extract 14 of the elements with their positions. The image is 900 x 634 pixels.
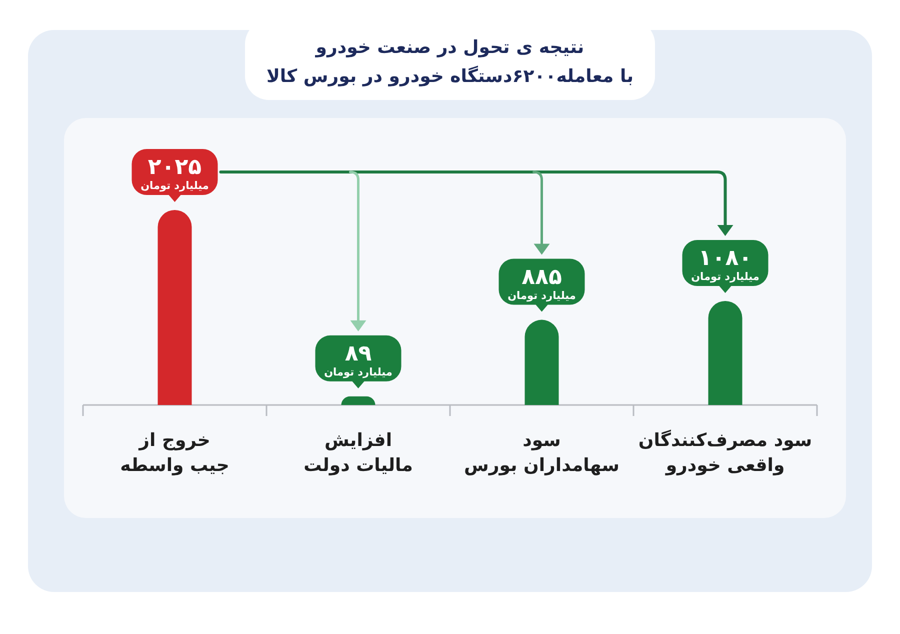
category-label: سود مصرف‌کنندگان واقعی خودرو: [638, 430, 812, 476]
category-label: خروج از جیب واسطه: [120, 430, 230, 476]
category-label: افزایش مالیات دولت: [304, 430, 413, 476]
value-label: ۸۸۵: [522, 264, 562, 290]
value-label-unit: میلیارد تومان: [140, 180, 209, 192]
value-label-unit: میلیارد تومان: [324, 366, 392, 378]
value-label-unit: میلیارد تومان: [691, 271, 760, 283]
category-label: سود سهامداران بورس: [464, 430, 620, 476]
value-label: ۲۰۲۵: [148, 155, 202, 180]
title: نتیجه ی تحول در صنعت خودرو: [316, 37, 584, 58]
value-label: ۸۹: [344, 341, 372, 366]
subtitle: با معامله۶۲۰۰دستگاه خودرو در بورس کالا: [266, 66, 634, 87]
value-label: ۱۰۸۰: [698, 246, 752, 271]
value-label-unit: میلیارد تومان: [508, 290, 576, 302]
